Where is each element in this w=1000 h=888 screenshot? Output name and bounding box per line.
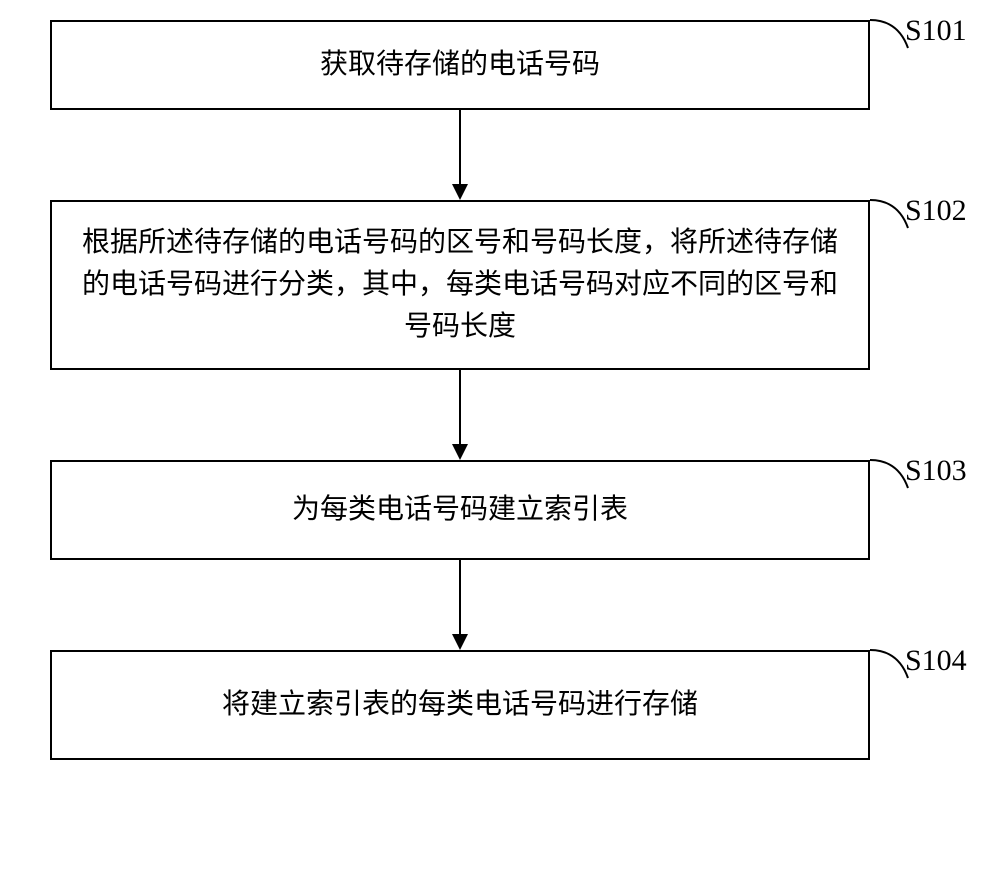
- arrow-down-icon: [445, 560, 475, 650]
- step-text: 为每类电话号码建立索引表: [292, 489, 628, 531]
- step-row-2: 根据所述待存储的电话号码的区号和号码长度，将所述待存储的电话号码进行分类，其中，…: [50, 200, 950, 370]
- step-text: 获取待存储的电话号码: [320, 44, 600, 86]
- step-row-3: 为每类电话号码建立索引表 S103: [50, 460, 950, 560]
- step-label-s101: S101: [905, 14, 967, 48]
- arrow-container-3: [50, 560, 870, 650]
- arrow-down-icon: [445, 370, 475, 460]
- step-box-s104: 将建立索引表的每类电话号码进行存储: [50, 650, 870, 760]
- step-row-1: 获取待存储的电话号码 S101: [50, 20, 950, 110]
- arrow-down-icon: [445, 110, 475, 200]
- arrow-container-2: [50, 370, 870, 460]
- step-text: 根据所述待存储的电话号码的区号和号码长度，将所述待存储的电话号码进行分类，其中，…: [82, 222, 838, 348]
- step-box-s103: 为每类电话号码建立索引表: [50, 460, 870, 560]
- step-row-4: 将建立索引表的每类电话号码进行存储 S104: [50, 650, 950, 760]
- step-label-s102: S102: [905, 194, 967, 228]
- step-box-s101: 获取待存储的电话号码: [50, 20, 870, 110]
- step-box-s102: 根据所述待存储的电话号码的区号和号码长度，将所述待存储的电话号码进行分类，其中，…: [50, 200, 870, 370]
- flowchart-container: 获取待存储的电话号码 S101 根据所述待存储的电话号码的区号和号码长度，将所述…: [50, 20, 950, 760]
- arrow-container-1: [50, 110, 870, 200]
- step-text: 将建立索引表的每类电话号码进行存储: [222, 684, 698, 726]
- step-label-s104: S104: [905, 644, 967, 678]
- step-label-s103: S103: [905, 454, 967, 488]
